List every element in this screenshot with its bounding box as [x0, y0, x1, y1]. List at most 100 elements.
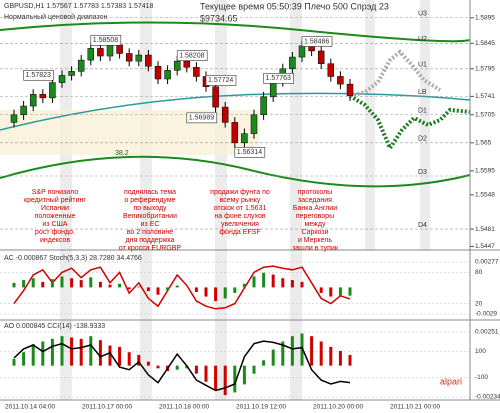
histogram-bar: [156, 287, 160, 295]
candle-body: [164, 70, 171, 80]
y-tick-label: 20: [475, 300, 483, 307]
histogram-bar: [290, 336, 294, 366]
price-box: [23, 69, 54, 81]
histogram-bar: [146, 361, 150, 366]
histogram-bar: [194, 287, 198, 292]
annotation-line: индексов: [40, 237, 70, 244]
annotation: поднялась тема о референдуме по выходу Вели…: [119, 189, 181, 252]
y-tick-label: 80: [475, 269, 483, 276]
candle-body: [68, 71, 75, 76]
histogram-bar: [329, 287, 333, 297]
price-label: 1.56314: [237, 149, 262, 156]
price-box: [301, 36, 333, 47]
annotation-line: поднялась тема: [124, 189, 176, 196]
annotation-line: зашли в тупик: [292, 245, 339, 252]
y-tick-label: 0.00251: [475, 329, 499, 336]
candle-body: [39, 94, 47, 99]
candle-body: [317, 50, 325, 64]
histogram-bar: [194, 365, 198, 374]
level-label: U1: [418, 62, 427, 69]
histogram-bar: [329, 346, 333, 366]
y-tick-label: 1.5741: [475, 93, 495, 100]
histogram-bar: [127, 352, 131, 366]
histogram-bar: [319, 287, 323, 293]
histogram-bar: [319, 341, 323, 366]
histogram-bar: [118, 346, 122, 366]
y-tick-label: 1.5895: [475, 14, 495, 21]
annotation: S&P понизило кредитный рейтинг Испании поло…: [24, 189, 86, 244]
histogram-bar: [281, 278, 285, 288]
price-box: [176, 50, 208, 61]
histogram-bar: [41, 341, 45, 366]
annotation-line: во 2 половине: [127, 229, 173, 236]
balance: $9734.65: [200, 13, 238, 23]
candle-body: [231, 122, 239, 144]
candle-body: [49, 82, 56, 99]
histogram-bar: [12, 358, 16, 366]
y-tick-label: 1.565: [475, 140, 492, 147]
candle-body: [77, 59, 85, 72]
histogram-bar: [348, 354, 352, 366]
annotation-line: фонда EFSF: [219, 229, 260, 236]
histogram-bar: [204, 287, 208, 297]
y-tick-label: 1.5845: [475, 40, 495, 47]
y-tick-label: 1.5705: [475, 111, 495, 118]
candle-body: [241, 133, 248, 144]
histogram-bar: [156, 365, 160, 369]
candle-body: [212, 86, 219, 108]
y-tick-label: 1.5548: [475, 192, 495, 199]
annotation-line: от кросса EURGBP: [119, 245, 181, 252]
y-tick-label: 1.5481: [475, 226, 495, 233]
subtitle: Нормальный ценовой диапазон: [4, 13, 108, 21]
stoch-title: AC -0.000867 Stoch(5,3,3) 28.7280 34.476…: [4, 255, 142, 262]
forecast-green: [348, 94, 471, 153]
candle-body: [183, 60, 191, 68]
level-label: D1: [418, 108, 427, 115]
indicator-line: [13, 340, 351, 392]
x-tick-label: 2011.10.20 00:00: [313, 404, 364, 411]
price-label: 1.58508: [93, 37, 118, 44]
histogram-bar: [108, 284, 112, 288]
annotation-line: из ЕС: [141, 221, 160, 228]
histogram-bar: [338, 350, 342, 366]
annotation-line: переговоры: [296, 213, 334, 220]
histogram-bar: [146, 287, 150, 292]
histogram-bar: [127, 287, 131, 290]
annotation-line: рост фондо.: [35, 229, 75, 236]
candle-body: [173, 60, 181, 71]
price-label: 1.58486: [304, 38, 329, 45]
histogram-bar: [271, 349, 275, 366]
histogram-bar: [89, 277, 93, 288]
annotation-line: дня поддержка: [126, 237, 175, 244]
annotation-line: на фоне слухов: [214, 213, 265, 220]
histogram-bar: [242, 283, 246, 288]
annotation-line: отскок от 1,5631: [214, 205, 267, 212]
moving-average: [0, 92, 471, 131]
candle-body: [193, 67, 200, 77]
candle-body: [116, 44, 123, 54]
y-tick-label: -0.0029: [475, 311, 497, 318]
histogram-bar: [281, 341, 285, 366]
level-label: U2: [418, 36, 427, 43]
level-label: D4: [418, 222, 427, 229]
y-tick-label: -100: [475, 374, 488, 381]
candle-body: [135, 54, 143, 62]
histogram-bar: [175, 365, 179, 370]
status: Текущее время 05:50:39 Плечо 500 Спрэд 2…: [200, 1, 389, 11]
price-box: [186, 112, 218, 124]
histogram-bar: [223, 287, 227, 299]
histogram-bar: [60, 336, 64, 366]
annotation-line: протоколы: [298, 189, 332, 196]
price-label: 1.57724: [208, 77, 233, 84]
annotation-line: между: [305, 221, 326, 228]
histogram-bar: [60, 276, 64, 288]
histogram-bar: [98, 340, 102, 366]
histogram-bar: [166, 287, 170, 291]
annotation-line: Испании: [41, 205, 69, 212]
histogram-bar: [233, 365, 237, 393]
histogram-bar: [175, 285, 179, 288]
histogram-bar: [242, 365, 246, 385]
histogram-bar: [22, 352, 26, 366]
candle-body: [29, 94, 37, 107]
histogram-bar: [108, 345, 112, 366]
